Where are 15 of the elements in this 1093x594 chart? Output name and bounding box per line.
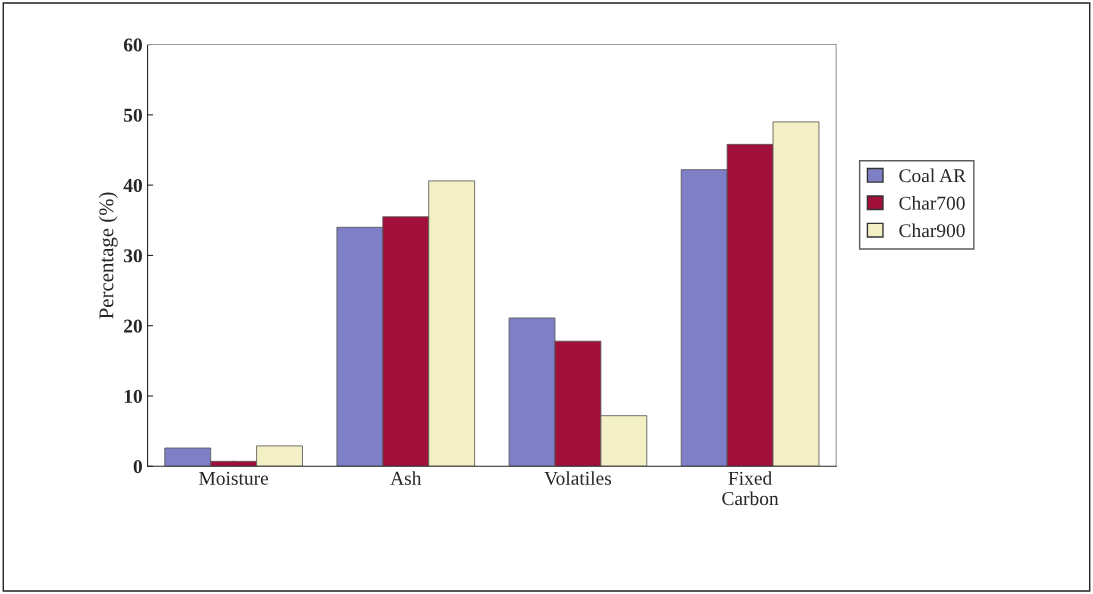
x-tick-label: Moisture — [199, 471, 269, 485]
y-tick-label: 0 — [133, 460, 142, 474]
y-tick-label: 40 — [123, 178, 142, 193]
x-tick-label: Volatiles — [544, 471, 612, 485]
x-tick-label: Fixed Carbon — [722, 471, 779, 506]
legend-label: Coal AR — [899, 168, 967, 183]
y-axis-title: Percentage (%) — [98, 192, 118, 319]
legend-label: Char700 — [899, 196, 965, 210]
y-tick-label: 50 — [124, 108, 142, 122]
y-tick-label: 20 — [124, 319, 142, 333]
y-tick-label: 10 — [124, 389, 142, 403]
x-tick-label: Ash — [390, 471, 422, 485]
y-tick-label: 60 — [123, 38, 142, 52]
legend-label: Char900 — [899, 223, 965, 238]
y-tick-label: 30 — [123, 249, 142, 263]
